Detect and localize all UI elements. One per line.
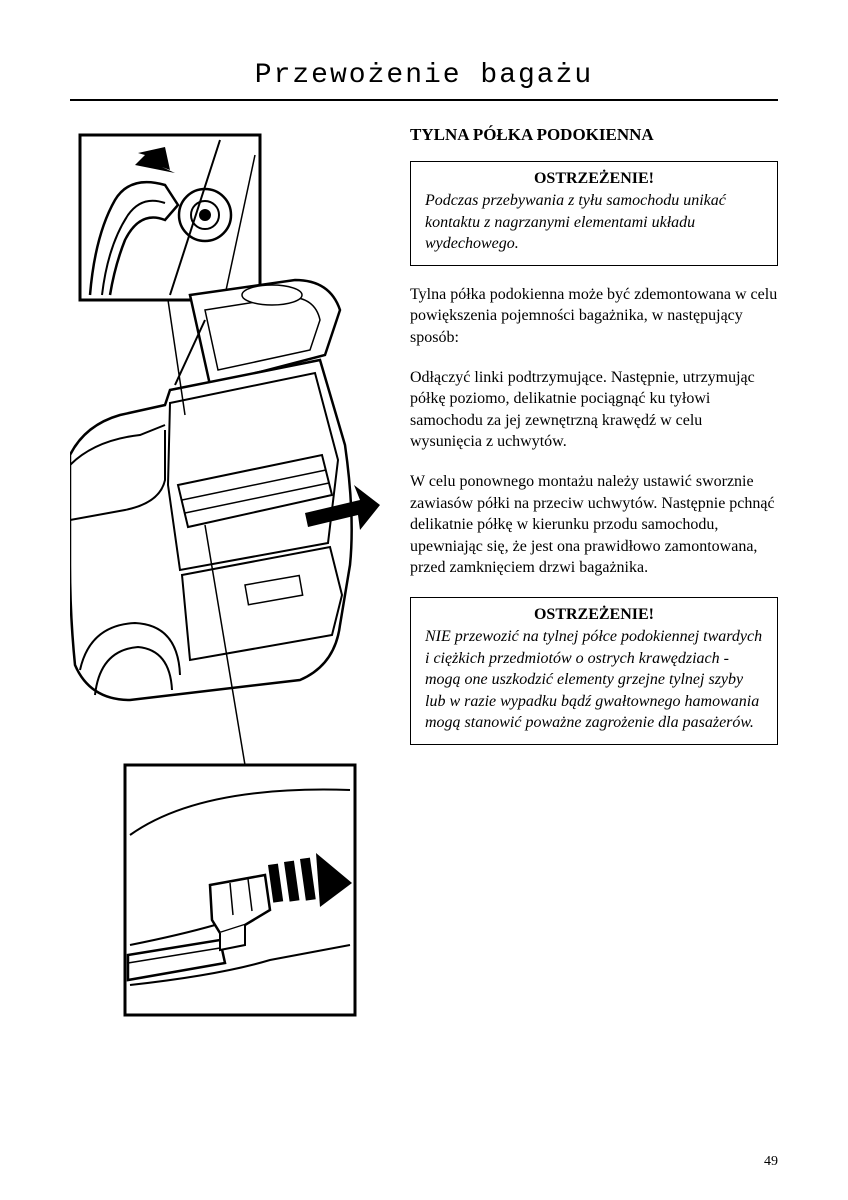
paragraph-1: Tylna półka podokienna może być zdemonto… (410, 284, 778, 349)
car-diagram (70, 125, 380, 1045)
text-column: TYLNA PÓŁKA PODOKIENNA OSTRZEŻENIE! Podc… (410, 125, 778, 1045)
content-area: TYLNA PÓŁKA PODOKIENNA OSTRZEŻENIE! Podc… (70, 125, 778, 1045)
warning-2-title: OSTRZEŻENIE! (425, 606, 763, 624)
warning-1-body: Podczas przebywania z tyłu samochodu uni… (425, 190, 763, 255)
warning-2-body: NIE przewozić na tylnej półce podokienne… (425, 626, 763, 734)
page-title: Przewożenie bagażu (70, 60, 778, 91)
page-number: 49 (764, 1154, 778, 1170)
paragraph-3: W celu ponownego montażu należy ustawić … (410, 471, 778, 579)
warning-box-1: OSTRZEŻENIE! Podczas przebywania z tyłu … (410, 161, 778, 266)
paragraph-2: Odłączyć linki podtrzymujące. Następnie,… (410, 367, 778, 453)
illustration-column (70, 125, 380, 1045)
warning-box-2: OSTRZEŻENIE! NIE przewozić na tylnej pół… (410, 597, 778, 745)
warning-1-title: OSTRZEŻENIE! (425, 170, 763, 188)
section-heading: TYLNA PÓŁKA PODOKIENNA (410, 125, 778, 145)
title-rule (70, 99, 778, 101)
